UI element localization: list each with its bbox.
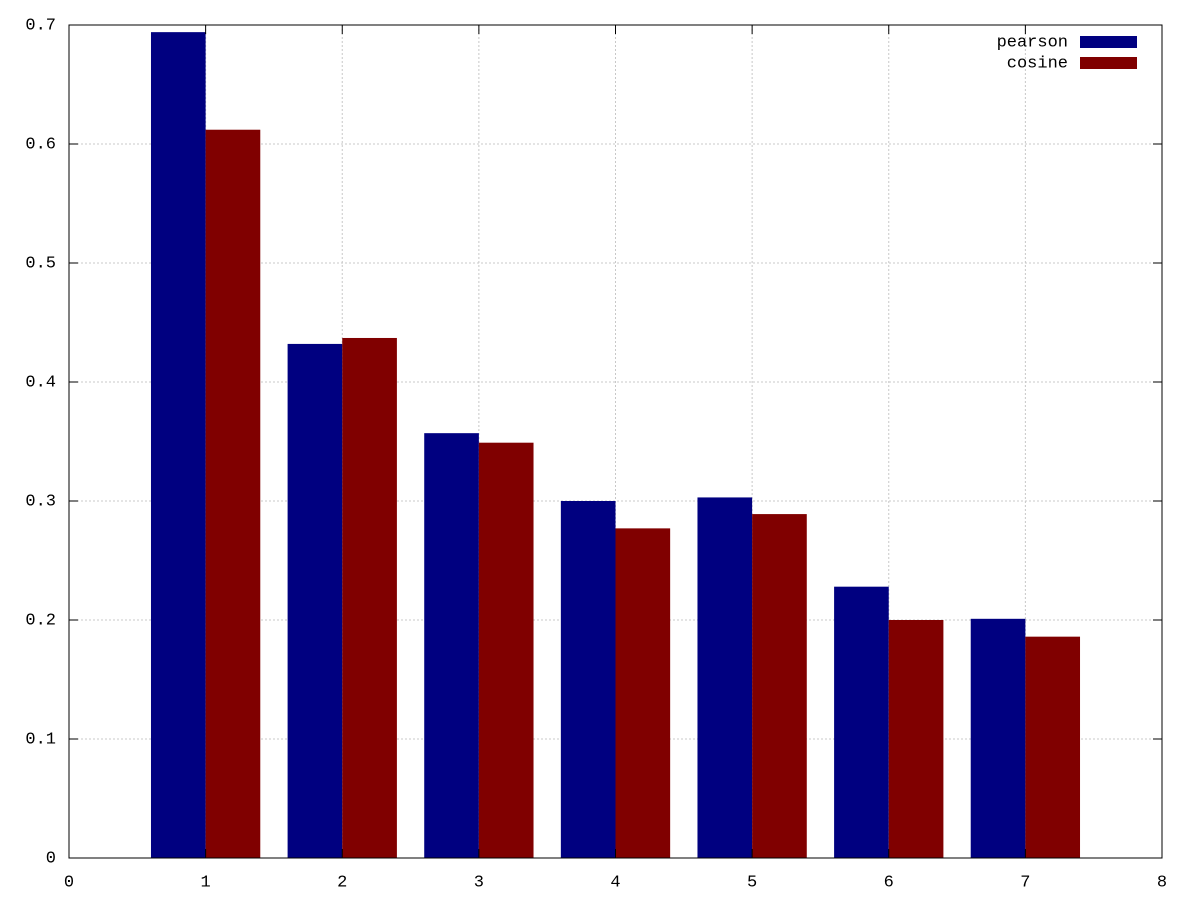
bar bbox=[560, 501, 616, 858]
bar bbox=[424, 433, 479, 858]
bar bbox=[205, 129, 261, 859]
x-tick-label: 7 bbox=[1020, 873, 1030, 892]
x-tick-label: 2 bbox=[337, 873, 347, 892]
x-tick-label: 8 bbox=[1157, 873, 1167, 892]
y-tick-label: 0.7 bbox=[25, 16, 56, 35]
bar bbox=[150, 32, 206, 858]
bar bbox=[697, 497, 753, 858]
legend-label: cosine bbox=[1007, 54, 1068, 73]
bar bbox=[478, 442, 534, 858]
bar bbox=[1025, 636, 1081, 858]
y-tick-label: 0.2 bbox=[25, 611, 56, 630]
legend-swatch bbox=[1080, 57, 1137, 69]
y-tick-label: 0.3 bbox=[25, 492, 56, 511]
x-tick-label: 3 bbox=[474, 873, 484, 892]
bar bbox=[888, 620, 944, 858]
y-tick-label: 0.1 bbox=[25, 730, 56, 749]
bar bbox=[834, 586, 889, 858]
bar bbox=[287, 343, 343, 858]
bar bbox=[342, 337, 397, 859]
x-tick-label: 1 bbox=[201, 873, 211, 892]
legend-swatch bbox=[1080, 36, 1137, 48]
y-tick-label: 0.6 bbox=[25, 135, 56, 154]
x-tick-label: 6 bbox=[884, 873, 894, 892]
x-tick-label: 0 bbox=[64, 873, 74, 892]
x-tick-label: 4 bbox=[610, 873, 620, 892]
y-tick-label: 0.4 bbox=[25, 373, 56, 392]
legend-label: pearson bbox=[997, 33, 1068, 52]
y-tick-label: 0.5 bbox=[25, 254, 56, 273]
bar bbox=[752, 514, 807, 858]
bar bbox=[970, 618, 1026, 858]
x-tick-label: 5 bbox=[747, 873, 757, 892]
bar bbox=[615, 528, 671, 858]
y-tick-label: 0 bbox=[46, 849, 56, 868]
